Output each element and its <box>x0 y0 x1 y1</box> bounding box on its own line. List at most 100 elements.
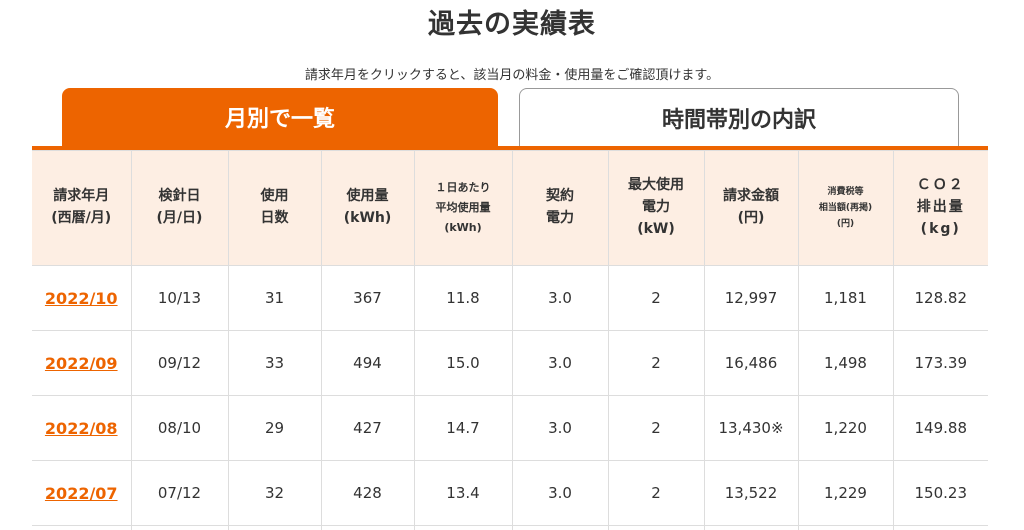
table-cell <box>892 525 988 530</box>
table-cell <box>130 525 229 530</box>
header-line: (西暦/月) <box>51 210 112 226</box>
daily-average-cell: 14.7 <box>413 395 513 461</box>
billing-amount-cell: 13,430※ <box>703 395 799 461</box>
usage-kwh-cell: 494 <box>320 330 415 396</box>
usage-days-cell: 29 <box>227 395 322 461</box>
table-cell <box>703 525 799 530</box>
table-row: 2022/07 07/12 32 428 13.4 3.0 2 13,522 1… <box>32 460 988 526</box>
header-consumption-tax: 消費税等 相当額(再掲) (円) <box>797 150 894 266</box>
billing-month-cell: 2022/10 <box>32 265 132 331</box>
usage-kwh-cell: 428 <box>320 460 415 526</box>
header-usage-days: 使用 日数 <box>227 150 322 266</box>
tab-underline <box>32 146 988 150</box>
header-line: (kW) <box>637 220 675 237</box>
header-max-power: 最大使用 電力 (kW) <box>607 150 705 266</box>
instruction-text: 請求年月をクリックすると、該当月の料金・使用量をご確認頂けます。 <box>304 68 720 83</box>
header-line: (円) <box>737 210 765 226</box>
table-row: 2022/09 09/12 33 494 15.0 3.0 2 16,486 1… <box>32 330 988 396</box>
consumption-tax-cell: 1,498 <box>797 330 894 396</box>
consumption-tax-cell: 1,229 <box>797 460 894 526</box>
header-line: １日あたり <box>435 181 491 195</box>
usage-days-cell: 32 <box>227 460 322 526</box>
header-line: (月/日) <box>156 210 203 226</box>
tab-hourly-breakdown[interactable]: 時間帯別の内訳 <box>519 88 959 146</box>
page-title: 過去の実績表 <box>428 9 596 40</box>
header-line: (円) <box>836 219 855 230</box>
header-billing-month: 請求年月 (西暦/月) <box>32 150 132 266</box>
table-cell <box>511 525 609 530</box>
header-line: 検針日 <box>158 188 201 205</box>
contract-power-cell: 3.0 <box>511 265 609 331</box>
table-cell <box>413 525 513 530</box>
billing-month-cell: 2022/08 <box>32 395 132 461</box>
co2-emission-cell: 149.88 <box>892 395 988 461</box>
header-line: (kWh) <box>444 220 482 234</box>
header-line: 日数 <box>260 210 289 226</box>
usage-days-cell: 31 <box>227 265 322 331</box>
usage-kwh-cell: 427 <box>320 395 415 461</box>
header-contract-power: 契約 電力 <box>511 150 609 266</box>
header-line: 請求年月 <box>53 188 110 205</box>
tab-monthly-list[interactable]: 月別で一覧 <box>62 88 498 146</box>
header-daily-average: １日あたり 平均使用量 (kWh) <box>413 150 513 266</box>
header-line: (kWh) <box>343 210 392 226</box>
header-line: ＣＯ２ <box>916 177 965 194</box>
max-power-cell: 2 <box>607 395 705 461</box>
billing-month-link[interactable]: 2022/09 <box>44 353 118 373</box>
billing-month-link[interactable]: 2022/10 <box>44 288 118 308</box>
header-line: 使用 <box>260 188 289 205</box>
co2-emission-cell: 150.23 <box>892 460 988 526</box>
contract-power-cell: 3.0 <box>511 395 609 461</box>
meter-date-cell: 07/12 <box>130 460 229 526</box>
header-line: 電力 <box>546 210 574 226</box>
contract-power-cell: 3.0 <box>511 330 609 396</box>
max-power-cell: 2 <box>607 460 705 526</box>
header-line: 相当額(再掲) <box>818 202 873 213</box>
co2-emission-cell: 128.82 <box>892 265 988 331</box>
header-meter-date: 検針日 (月/日) <box>130 150 229 266</box>
header-usage-kwh: 使用量 (kWh) <box>320 150 415 266</box>
table-row: 2022/08 08/10 29 427 14.7 3.0 2 13,430※ … <box>32 395 988 461</box>
billing-month-link[interactable]: 2022/07 <box>44 483 118 503</box>
header-line: 平均使用量 <box>435 201 491 215</box>
table-cell <box>320 525 415 530</box>
billing-amount-cell: 13,522 <box>703 460 799 526</box>
billing-month-cell: 2022/07 <box>32 460 132 526</box>
table-cell <box>797 525 894 530</box>
max-power-cell: 2 <box>607 330 705 396</box>
contract-power-cell: 3.0 <box>511 460 609 526</box>
results-table-container: 請求年月 (西暦/月) 検針日 (月/日) 使用 日数 使用量 (kWh) １日… <box>32 150 988 530</box>
header-line: 使用量 <box>346 188 389 205</box>
table-row <box>32 525 988 530</box>
meter-date-cell: 08/10 <box>130 395 229 461</box>
daily-average-cell: 15.0 <box>413 330 513 396</box>
header-line: 最大使用 <box>628 177 684 194</box>
header-billing-amount: 請求金額 (円) <box>703 150 799 266</box>
consumption-tax-cell: 1,220 <box>797 395 894 461</box>
header-line: 請求金額 <box>723 188 779 205</box>
usage-kwh-cell: 367 <box>320 265 415 331</box>
header-line: (kg) <box>920 220 961 237</box>
table-row: 2022/10 10/13 31 367 11.8 3.0 2 12,997 1… <box>32 265 988 331</box>
daily-average-cell: 11.8 <box>413 265 513 331</box>
header-line: 契約 <box>546 188 574 205</box>
header-line: 電力 <box>642 199 670 216</box>
co2-emission-cell: 173.39 <box>892 330 988 396</box>
billing-month-cell: 2022/09 <box>32 330 132 396</box>
max-power-cell: 2 <box>607 265 705 331</box>
header-line: 消費税等 <box>827 186 864 197</box>
meter-date-cell: 10/13 <box>130 265 229 331</box>
daily-average-cell: 13.4 <box>413 460 513 526</box>
usage-days-cell: 33 <box>227 330 322 396</box>
table-header-row: 請求年月 (西暦/月) 検針日 (月/日) 使用 日数 使用量 (kWh) １日… <box>32 150 988 266</box>
results-table: 請求年月 (西暦/月) 検針日 (月/日) 使用 日数 使用量 (kWh) １日… <box>32 150 988 530</box>
meter-date-cell: 09/12 <box>130 330 229 396</box>
header-co2-emission: ＣＯ２ 排出量 (kg) <box>892 150 988 266</box>
table-cell <box>607 525 705 530</box>
header-line: 排出量 <box>916 199 965 216</box>
consumption-tax-cell: 1,181 <box>797 265 894 331</box>
table-cell <box>227 525 322 530</box>
billing-amount-cell: 12,997 <box>703 265 799 331</box>
table-cell <box>32 525 132 530</box>
billing-month-link[interactable]: 2022/08 <box>44 418 118 438</box>
